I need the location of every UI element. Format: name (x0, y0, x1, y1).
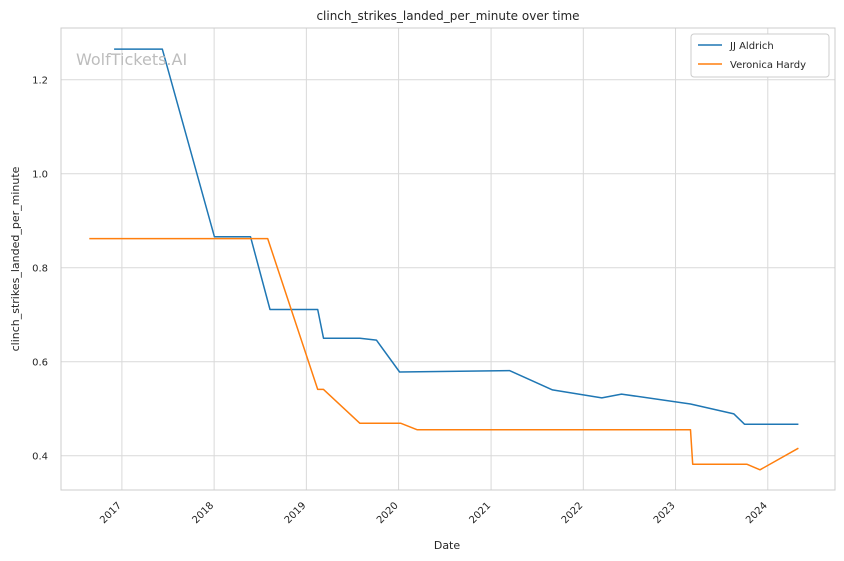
series-line-veronica-hardy (89, 237, 799, 471)
y-tick-label-0.8: 0.8 (32, 264, 48, 275)
y-tick-label-0.6: 0.6 (32, 358, 48, 369)
legend-label-veronica-hardy: Veronica Hardy (730, 60, 806, 71)
y-tick-labels: 0.4 0.6 0.8 1.0 1.2 (32, 76, 48, 463)
legend-box (690, 33, 830, 78)
plot-frame (60, 27, 836, 491)
series-lines (89, 48, 799, 471)
chart-title: clinch_strikes_landed_per_minute over ti… (316, 9, 579, 23)
x-gridlines (121, 28, 769, 490)
series-line-jj-aldrich (114, 48, 799, 425)
plot-area (61, 28, 835, 490)
y-axis-label: clinch_strikes_landed_per_minute (9, 166, 22, 351)
legend-label-jj-aldrich: JJ Aldrich (729, 41, 774, 52)
legend: JJ Aldrich Veronica Hardy (690, 33, 830, 78)
y-tick-label-1.0: 1.0 (32, 170, 48, 181)
y-tick-label-1.2: 1.2 (32, 76, 48, 87)
watermark: WolfTickets.AI (76, 50, 187, 69)
y-gridlines (61, 79, 835, 457)
x-axis-label: Date (434, 539, 461, 552)
y-tick-label-0.4: 0.4 (32, 452, 48, 463)
